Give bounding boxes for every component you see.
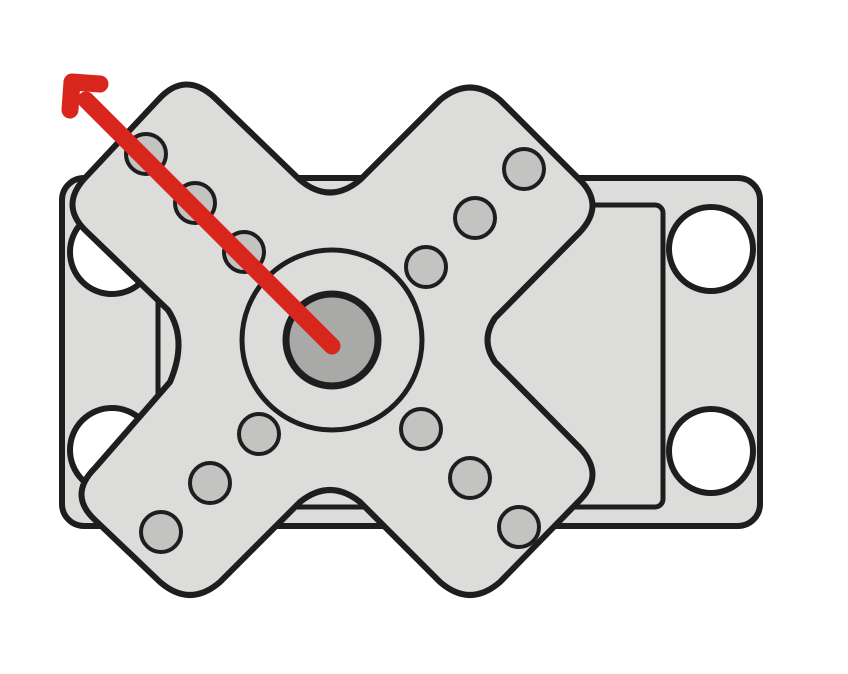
horn-hole <box>502 147 546 191</box>
arrow-shaft <box>77 91 341 355</box>
horn-hole <box>404 245 448 289</box>
horn-hole <box>188 461 232 505</box>
horn-hole <box>453 196 497 240</box>
mount-hole-top-right <box>666 204 756 294</box>
horn-hole <box>448 456 492 500</box>
arrow-head <box>61 73 109 119</box>
horn-hole <box>139 510 183 554</box>
direction-arrow-icon <box>61 73 341 355</box>
horn-hole <box>237 412 281 456</box>
mount-hole-bottom-right <box>666 406 756 496</box>
horn-hole <box>497 505 541 549</box>
horn-hole <box>399 407 443 451</box>
